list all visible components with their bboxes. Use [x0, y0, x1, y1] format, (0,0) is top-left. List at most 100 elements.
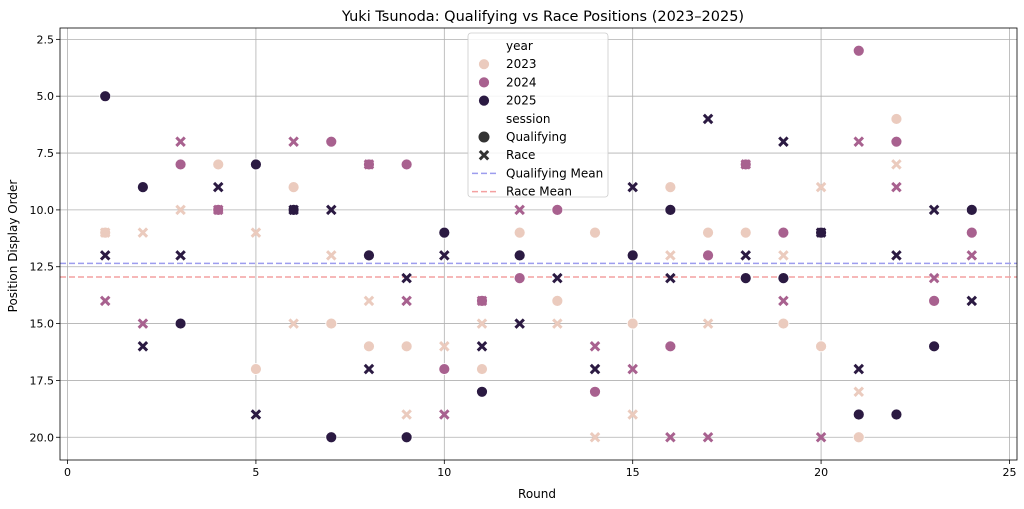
- x-axis: 0 5 10 15 20 25: [64, 460, 1016, 479]
- data-point-race: [740, 159, 751, 170]
- y-tick-label: 5.0: [37, 90, 55, 103]
- data-point-race: [853, 386, 865, 398]
- data-point-qualifying: [664, 340, 677, 353]
- x-tick-label: 25: [1002, 466, 1016, 479]
- data-point-qualifying: [476, 385, 488, 398]
- data-point-qualifying: [928, 340, 941, 353]
- data-point-race: [99, 250, 111, 261]
- data-point-race: [778, 136, 789, 147]
- legend-session-marker: [478, 131, 490, 143]
- data-point-race: [401, 295, 412, 307]
- data-point-race: [250, 409, 262, 420]
- legend: year 2023 2024 2025 session Qualifying Race Qua…: [467, 32, 609, 199]
- data-point-race: [853, 136, 865, 147]
- data-point-race: [175, 136, 186, 147]
- data-point-race: [778, 295, 789, 307]
- data-point-qualifying: [815, 340, 827, 353]
- data-point-qualifying: [325, 317, 338, 330]
- data-point-race: [137, 341, 149, 352]
- data-point-qualifying: [551, 203, 564, 216]
- data-point-qualifying: [777, 272, 790, 285]
- data-point-qualifying: [702, 226, 714, 239]
- data-point-qualifying: [739, 272, 752, 285]
- data-point-qualifying: [174, 158, 187, 171]
- data-point-race: [476, 341, 488, 352]
- data-point-race: [439, 341, 450, 352]
- data-point-race: [175, 250, 186, 261]
- data-point-qualifying: [777, 226, 790, 239]
- data-point-qualifying: [250, 363, 262, 375]
- data-point-race: [702, 432, 714, 443]
- data-point-race: [627, 409, 638, 420]
- legend-year-label: 2024: [506, 75, 537, 89]
- data-point-race: [137, 318, 149, 329]
- data-point-race: [363, 159, 375, 170]
- data-point-race: [552, 272, 563, 284]
- x-tick-label: 0: [64, 466, 71, 479]
- data-point-race: [966, 250, 978, 261]
- x-tick-label: 20: [814, 466, 828, 479]
- data-point-race: [552, 318, 563, 329]
- data-point-qualifying: [965, 226, 978, 239]
- data-point-race: [212, 204, 224, 216]
- data-point-race: [363, 295, 375, 307]
- data-point-qualifying: [890, 408, 903, 421]
- data-point-qualifying: [513, 226, 526, 239]
- legend-year-title: year: [506, 39, 533, 53]
- legend-session-marker: [478, 149, 490, 161]
- data-point-qualifying: [777, 317, 790, 330]
- y-axis: 2.5 5.0 7.5 10.0 12.5 15.0 17.5 20.0: [30, 33, 60, 444]
- data-point-race: [891, 250, 902, 261]
- y-axis-label: Position Display Order: [6, 180, 20, 313]
- data-point-qualifying: [852, 408, 865, 421]
- data-point-qualifying: [589, 226, 601, 239]
- data-point-race: [514, 204, 525, 216]
- data-point-qualifying: [739, 226, 752, 239]
- data-point-qualifying: [852, 431, 865, 444]
- data-point-race: [966, 295, 978, 307]
- data-point-race: [514, 318, 525, 329]
- legend-session-label: Qualifying: [506, 130, 567, 144]
- data-point-qualifying: [400, 158, 413, 171]
- data-point-qualifying: [363, 249, 375, 262]
- data-point-race: [288, 204, 299, 216]
- y-tick-label: 17.5: [30, 374, 55, 387]
- data-point-qualifying: [513, 272, 526, 285]
- data-point-qualifying: [136, 181, 149, 194]
- data-point-qualifying: [589, 385, 601, 398]
- data-point-race: [137, 227, 149, 238]
- data-point-race: [815, 432, 827, 443]
- data-point-qualifying: [363, 340, 375, 353]
- data-point-qualifying: [626, 249, 639, 262]
- data-point-race: [627, 181, 638, 193]
- legend-box: [467, 32, 609, 198]
- data-point-qualifying: [400, 340, 413, 353]
- data-point-race: [99, 295, 111, 307]
- data-point-race: [589, 432, 601, 443]
- data-point-qualifying: [664, 181, 677, 194]
- legend-year-marker: [478, 76, 490, 89]
- x-tick-label: 15: [626, 466, 640, 479]
- data-point-qualifying: [890, 135, 903, 148]
- legend-session-label: Race: [506, 148, 535, 162]
- data-point-qualifying: [99, 90, 112, 103]
- data-point-race: [702, 113, 714, 125]
- data-point-qualifying: [287, 181, 300, 194]
- x-tick-label: 10: [437, 466, 451, 479]
- y-tick-label: 10.0: [30, 204, 55, 217]
- plot-area: [59, 27, 1018, 461]
- data-point-race: [928, 204, 940, 216]
- data-point-qualifying: [212, 158, 225, 171]
- data-point-race: [326, 250, 337, 261]
- data-point-race: [363, 363, 375, 375]
- data-point-qualifying: [325, 431, 338, 444]
- data-point-qualifying: [438, 363, 451, 375]
- legend-year-label: 2023: [506, 57, 537, 71]
- data-point-race: [740, 250, 751, 261]
- data-point-race: [815, 181, 827, 193]
- data-point-qualifying: [476, 363, 488, 375]
- y-tick-label: 15.0: [30, 318, 55, 331]
- y-tick-label: 2.5: [37, 33, 55, 46]
- data-point-race: [99, 227, 111, 238]
